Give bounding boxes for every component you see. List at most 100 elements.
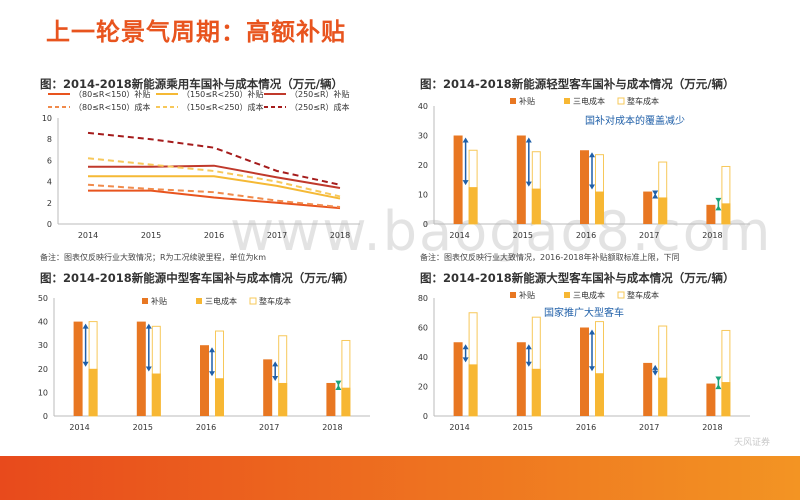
- gap-arrow-head-up: [525, 137, 532, 143]
- gap-arrow-head-up: [462, 137, 469, 143]
- y-tick-label: 40: [418, 102, 428, 111]
- chart3-title: 图：2014-2018新能源中型客车国补与成本情况（万元/辆）: [40, 271, 355, 285]
- legend-swatch: [564, 98, 570, 104]
- y-tick-label: 50: [38, 294, 48, 303]
- bar-subsidy: [263, 359, 273, 416]
- y-tick-label: 40: [38, 318, 48, 327]
- bar-subsidy: [453, 135, 463, 224]
- bar-battery-cost: [278, 382, 288, 416]
- legend-label: 补贴: [151, 296, 167, 306]
- legend-swatch: [510, 292, 516, 298]
- y-tick-label: 30: [418, 132, 428, 141]
- bar-subsidy: [73, 321, 83, 416]
- legend-swatch: [196, 298, 202, 304]
- chart4-title: 图：2014-2018新能源大型客车国补与成本情况（万元/辆）: [420, 271, 735, 285]
- x-tick-label: 2016: [576, 423, 596, 432]
- x-tick-label: 2014: [78, 231, 98, 240]
- bar-battery-cost: [721, 203, 731, 224]
- bar-subsidy: [516, 135, 526, 224]
- legend-swatch: [564, 292, 570, 298]
- y-tick-label: 20: [418, 161, 428, 170]
- x-tick-label: 2016: [196, 423, 216, 432]
- gap-arrow-head-up: [82, 323, 89, 329]
- gap-arrow-head-down: [589, 366, 595, 372]
- y-tick-label: 20: [38, 365, 48, 374]
- gap-arrow-head-up: [589, 329, 595, 335]
- legend-label: （250≤R）成本: [290, 102, 350, 112]
- gap-arrow-head-down: [525, 181, 532, 187]
- gap-arrow-head-up: [652, 364, 659, 370]
- gap-arrow-head-up: [335, 384, 342, 390]
- gap-arrow-head-down: [462, 180, 469, 186]
- bar-battery-cost: [658, 197, 668, 224]
- bar-battery-cost: [468, 187, 478, 224]
- chart-annotation: 国补对成本的覆盖减少: [585, 114, 685, 127]
- bar-subsidy: [326, 382, 336, 416]
- chart1-title: 图：2014-2018新能源乘用车国补与成本情况（万元/辆）: [40, 77, 343, 91]
- y-tick-label: 0: [423, 220, 428, 229]
- brand-logo: 天风证券: [733, 438, 770, 448]
- gap-arrow-head-up: [272, 361, 279, 367]
- legend-label: 整车成本: [627, 290, 659, 300]
- watermark: www.baogao8.com: [230, 200, 773, 263]
- x-tick-label: 2018: [322, 423, 342, 432]
- y-tick-label: 0: [423, 412, 428, 421]
- legend-label: （80≤R<150）补贴: [74, 89, 150, 99]
- legend-swatch: [510, 98, 516, 104]
- gap-arrow-head-down: [652, 190, 659, 196]
- bar-subsidy: [453, 342, 463, 416]
- bar-battery-cost: [88, 368, 98, 416]
- gap-arrow-head-up: [715, 205, 722, 211]
- chart2-title: 图：2014-2018新能源轻型客车国补与成本情况（万元/辆）: [420, 77, 735, 91]
- bar-battery-cost: [468, 364, 478, 416]
- series-line-3: [87, 183, 341, 209]
- legend-label: 整车成本: [627, 96, 659, 106]
- legend-swatch: [617, 291, 625, 299]
- x-tick-label: 2017: [267, 231, 287, 240]
- series-line-1: [88, 175, 341, 200]
- y-tick-label: 10: [418, 191, 428, 200]
- x-tick-label: 2017: [639, 231, 659, 240]
- gap-arrow-head-up: [589, 152, 595, 158]
- gap-arrow-head-down: [335, 380, 342, 386]
- legend-label: 三电成本: [573, 290, 605, 300]
- x-tick-label: 2015: [513, 423, 533, 432]
- bar-subsidy: [516, 342, 526, 416]
- gap-arrow-head-down: [589, 184, 595, 190]
- chart1-note: 备注：图表仅反映行业大致情况；R为工况续驶里程，单位为km: [40, 253, 266, 262]
- y-tick-label: 2: [47, 199, 52, 208]
- legend-label: （150≤R<250）成本: [182, 102, 264, 112]
- x-tick-label: 2018: [702, 231, 722, 240]
- bar-subsidy: [580, 150, 589, 224]
- legend-label: 补贴: [519, 290, 535, 300]
- bar-battery-cost: [658, 377, 668, 416]
- series-line-2: [88, 164, 341, 189]
- x-tick-label: 2016: [576, 231, 596, 240]
- gap-arrow-head-down: [715, 197, 722, 203]
- gap-arrow-head-down: [272, 375, 279, 381]
- y-tick-label: 10: [38, 388, 48, 397]
- bar-subsidy: [706, 383, 716, 416]
- y-tick-label: 4: [47, 178, 52, 187]
- x-tick-label: 2017: [639, 423, 659, 432]
- page-title: 上一轮景气周期：高额补贴: [46, 18, 346, 46]
- bar-battery-cost: [595, 191, 604, 224]
- legend-label: （80≤R<150）成本: [74, 102, 150, 112]
- gap-arrow-head-down: [209, 371, 215, 377]
- chart2-note: 备注：图表仅反映行业大致情况，2016-2018年补贴额取标准上限，下同: [420, 253, 680, 262]
- y-tick-label: 0: [47, 220, 52, 229]
- series-line-5: [87, 131, 341, 186]
- gap-arrow-head-up: [652, 193, 659, 199]
- y-tick-label: 8: [47, 135, 52, 144]
- legend-label: 补贴: [519, 96, 535, 106]
- chart3-bar-chart: 补贴 三电成本 整车成本 0 10 20 30 40 50 2014 2015 2016 2017 201…: [38, 294, 370, 432]
- footer-band: [0, 456, 800, 500]
- gap-arrow-head-down: [462, 357, 469, 363]
- gap-arrow-head-up: [715, 384, 722, 390]
- series-line-4: [87, 157, 341, 198]
- gap-arrow-head-down: [652, 370, 659, 376]
- bar-subsidy: [643, 362, 653, 416]
- bar-subsidy: [643, 191, 653, 224]
- y-tick-label: 10: [42, 114, 52, 123]
